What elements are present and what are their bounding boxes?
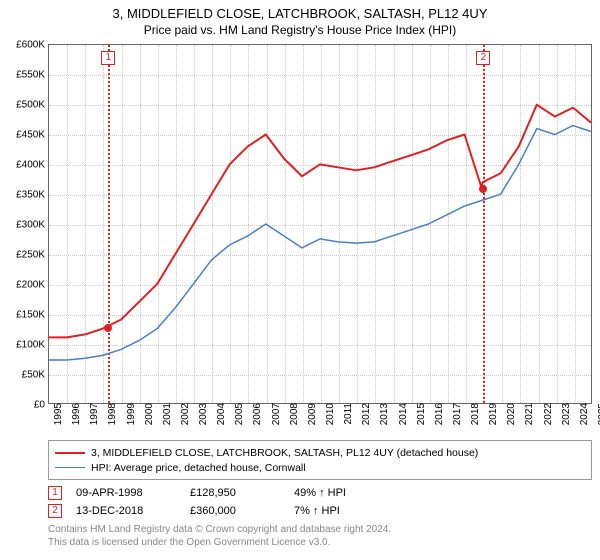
x-axis-label: 2023 (557, 403, 572, 425)
x-axis-label: 1998 (103, 403, 118, 425)
chart-title: 3, MIDDLEFIELD CLOSE, LATCHBROOK, SALTAS… (0, 0, 600, 21)
event-price: £360,000 (190, 505, 280, 517)
x-axis-label: 2005 (230, 403, 245, 425)
event-price: £128,950 (190, 487, 280, 499)
x-axis-label: 2012 (357, 403, 372, 425)
y-axis-label: £250K (16, 250, 49, 261)
x-axis-label: 2009 (303, 403, 318, 425)
x-axis-label: 2015 (412, 403, 427, 425)
x-axis-label: 2024 (575, 403, 590, 425)
y-axis-label: £600K (16, 40, 49, 51)
events-table: 1 09-APR-1998 £128,950 49% ↑ HPI 2 13-DEC-201… (48, 484, 592, 520)
y-axis-label: £400K (16, 160, 49, 171)
event-row: 1 09-APR-1998 £128,950 49% ↑ HPI (48, 484, 592, 502)
chart-lines (49, 45, 591, 403)
y-axis-label: £100K (16, 340, 49, 351)
legend-label: 3, MIDDLEFIELD CLOSE, LATCHBROOK, SALTAS… (91, 447, 478, 459)
x-axis-label: 2000 (140, 403, 155, 425)
x-axis-label: 2010 (321, 403, 336, 425)
y-axis-label: £300K (16, 220, 49, 231)
x-axis-label: 2018 (466, 403, 481, 425)
x-axis-label: 2016 (430, 403, 445, 425)
x-axis-label: 2021 (520, 403, 535, 425)
x-axis-label: 2025 (593, 403, 600, 425)
x-axis-label: 2008 (285, 403, 300, 425)
event-pct: 7% ↑ HPI (294, 505, 354, 517)
x-axis-label: 2022 (539, 403, 554, 425)
x-axis-label: 2006 (248, 403, 263, 425)
x-axis-label: 2013 (375, 403, 390, 425)
y-axis-label: £200K (16, 280, 49, 291)
x-axis-label: 2019 (484, 403, 499, 425)
y-axis-label: £150K (16, 310, 49, 321)
footer-line: Contains HM Land Registry data © Crown c… (48, 524, 592, 537)
series-price_paid (49, 105, 591, 338)
x-axis-label: 2007 (267, 403, 282, 425)
legend: 3, MIDDLEFIELD CLOSE, LATCHBROOK, SALTAS… (48, 440, 592, 480)
x-axis-label: 2020 (502, 403, 517, 425)
footer-line: This data is licensed under the Open Gov… (48, 537, 592, 550)
x-axis-label: 2011 (339, 403, 354, 425)
x-axis-label: 2014 (394, 403, 409, 425)
y-axis-label: £50K (22, 370, 49, 381)
event-pct: 49% ↑ HPI (294, 487, 354, 499)
y-axis-label: £550K (16, 70, 49, 81)
chart-subtitle: Price paid vs. HM Land Registry's House … (0, 21, 600, 41)
x-axis-label: 2003 (194, 403, 209, 425)
event-id-box: 1 (48, 486, 62, 500)
event-date: 13-DEC-2018 (76, 505, 176, 517)
chart-area: £0£50K£100K£150K£200K£250K£300K£350K£400… (48, 44, 592, 404)
x-axis-label: 2002 (176, 403, 191, 425)
event-date: 09-APR-1998 (76, 487, 176, 499)
x-axis-label: 2001 (158, 403, 173, 425)
y-axis-label: £350K (16, 190, 49, 201)
x-axis-label: 1997 (85, 403, 100, 425)
y-axis-label: £500K (16, 100, 49, 111)
y-axis-label: £450K (16, 130, 49, 141)
x-axis-label: 2004 (212, 403, 227, 425)
footer: Contains HM Land Registry data © Crown c… (48, 524, 592, 549)
event-id-box: 2 (48, 504, 62, 518)
legend-item: 3, MIDDLEFIELD CLOSE, LATCHBROOK, SALTAS… (55, 445, 585, 460)
x-axis-label: 1999 (122, 403, 137, 425)
y-axis-label: £0 (34, 400, 49, 411)
x-axis-label: 1995 (49, 403, 64, 425)
event-row: 2 13-DEC-2018 £360,000 7% ↑ HPI (48, 502, 592, 520)
x-axis-label: 1996 (67, 403, 82, 425)
legend-label: HPI: Average price, detached house, Corn… (91, 462, 306, 474)
x-axis-label: 2017 (448, 403, 463, 425)
legend-item: HPI: Average price, detached house, Corn… (55, 460, 585, 475)
